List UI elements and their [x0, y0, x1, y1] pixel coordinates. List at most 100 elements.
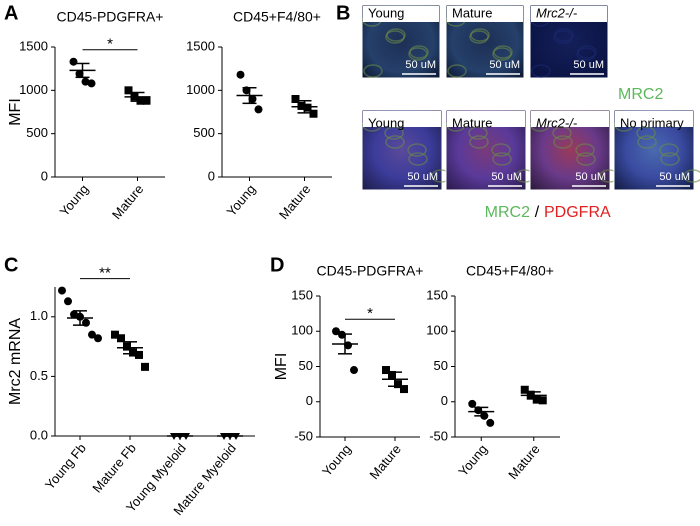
y-axis-label: Mrc2 mRNA: [7, 318, 24, 405]
cell-cluster: [469, 135, 489, 149]
label-bg: [447, 111, 525, 127]
data-point: [486, 418, 495, 427]
scale-label: 50 uM: [407, 171, 438, 183]
cell-cluster: [683, 169, 700, 183]
cell-cluster: [447, 64, 467, 78]
data-point: [309, 109, 318, 118]
data-point: [88, 330, 96, 339]
data-point: [64, 297, 72, 306]
data-point: [87, 79, 96, 88]
data-point: [124, 86, 133, 95]
cell-cluster: [470, 28, 490, 42]
image-label: Mrc2-/-: [536, 115, 578, 130]
y-tick-label: -50: [429, 428, 448, 443]
scale-label: 50 uM: [491, 171, 522, 183]
y-tick-label: 1000: [19, 82, 48, 97]
data-point: [400, 385, 408, 394]
data-point: [81, 77, 90, 86]
x-tick-label: Mature: [366, 441, 404, 482]
cell-cluster: [554, 28, 574, 42]
label-bg: [531, 6, 607, 22]
cell-cluster: [637, 135, 657, 149]
stain-label: MRC2: [485, 204, 530, 221]
x-tick-label: Young: [224, 181, 259, 219]
x-tick-label: Young: [455, 441, 490, 479]
scale-label: 50 uM: [659, 171, 690, 183]
data-point: [142, 96, 151, 105]
stain-label: /: [535, 204, 540, 221]
data-point: [350, 366, 358, 375]
data-point: [388, 370, 396, 379]
cell-cluster: [409, 45, 429, 59]
y-tick-label: 100: [291, 323, 313, 338]
panel-label: D: [270, 254, 284, 276]
data-point: [129, 348, 137, 357]
significance-label: *: [367, 305, 373, 322]
stain-label: PDGFRA: [544, 204, 611, 221]
scale-label: 50 uM: [489, 59, 520, 71]
image-label: Mature: [452, 5, 492, 20]
cell-cluster: [553, 135, 573, 149]
stain-label: MRC2: [618, 86, 663, 103]
chart-title: CD45+F4/80+: [233, 9, 321, 25]
cell-cluster: [492, 152, 512, 166]
data-point: [468, 399, 477, 408]
image-label: Young: [368, 115, 404, 130]
label-bg: [447, 6, 523, 22]
label-bg: [363, 6, 439, 22]
y-tick-label: 100: [426, 323, 448, 338]
data-point: [236, 70, 245, 79]
y-tick-label: 0: [41, 168, 48, 183]
y-tick-label: 0: [441, 393, 448, 408]
y-tick-label: 0: [306, 393, 313, 408]
y-tick-label: 1500: [19, 38, 48, 53]
y-axis-label: MFI: [273, 353, 290, 381]
y-tick-label: 1000: [186, 82, 215, 97]
data-point: [394, 380, 402, 389]
significance-label: **: [99, 265, 111, 282]
cell-cluster: [576, 152, 596, 166]
y-axis-label: MFI: [7, 98, 24, 126]
cell-cluster: [493, 45, 513, 59]
data-point: [58, 286, 66, 295]
x-tick-label: Mature: [276, 181, 314, 222]
x-tick-label: Mature: [109, 181, 147, 222]
cell-cluster: [660, 152, 680, 166]
cell-cluster: [575, 143, 595, 157]
scale-label: 50 uM: [405, 59, 436, 71]
chart-title: CD45-PDGFRA+: [57, 9, 164, 25]
y-tick-label: 150: [426, 287, 448, 302]
chart-title: CD45-PDGFRA+: [317, 263, 424, 279]
y-tick-label: 1.0: [30, 308, 48, 323]
data-point: [303, 103, 312, 112]
data-point: [291, 95, 300, 103]
cell-cluster: [363, 64, 383, 78]
y-tick-label: -50: [294, 428, 313, 443]
y-tick-label: 50: [434, 358, 448, 373]
data-point: [248, 95, 257, 103]
x-tick-label: Young: [57, 181, 92, 219]
cell-cluster: [408, 152, 428, 166]
y-tick-label: 1500: [186, 38, 215, 53]
label-bg: [531, 111, 609, 127]
y-tick-label: 0: [208, 168, 215, 183]
image-label: Mature: [452, 115, 492, 130]
data-point: [70, 310, 78, 319]
data-point: [332, 327, 340, 336]
cell-cluster: [491, 143, 511, 157]
y-tick-label: 500: [193, 125, 215, 140]
image-label: Young: [368, 5, 404, 20]
data-point: [135, 350, 143, 359]
data-point: [254, 105, 263, 114]
y-tick-label: 500: [26, 125, 48, 140]
cell-cluster: [531, 64, 551, 78]
panel-label: B: [336, 2, 350, 24]
data-point: [94, 334, 102, 343]
cell-cluster: [407, 143, 427, 157]
data-point: [382, 366, 390, 375]
data-point: [69, 57, 78, 66]
scale-label: 50 uM: [573, 59, 604, 71]
data-point: [297, 101, 306, 110]
y-tick-label: 0.0: [30, 427, 48, 442]
